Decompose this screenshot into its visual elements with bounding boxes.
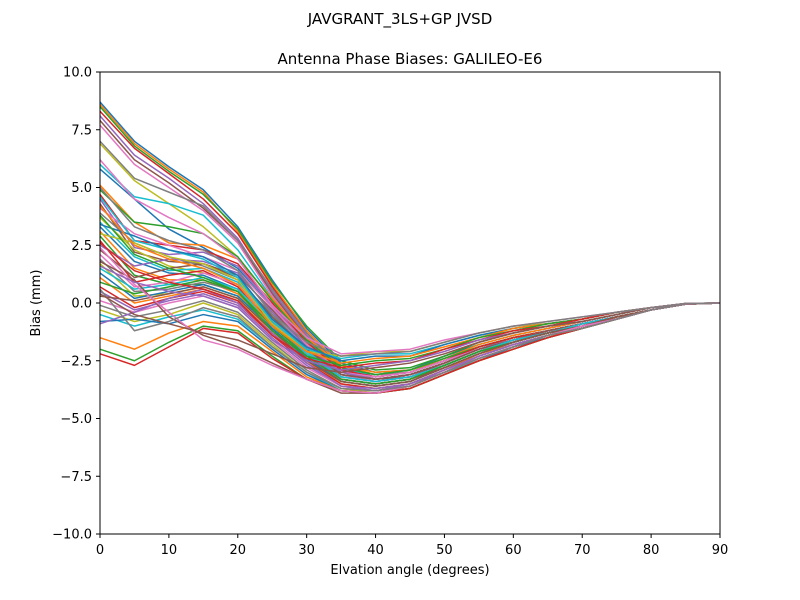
x-tick-label: 70	[574, 543, 591, 558]
figure-suptitle: JAVGRANT_3LS+GP JVSD	[307, 10, 493, 29]
y-tick-label: 2.5	[71, 239, 92, 254]
y-tick-label: 7.5	[71, 123, 92, 138]
series-line-45	[99, 288, 721, 392]
y-axis-label: Bias (mm)	[29, 270, 44, 337]
x-tick-label: 90	[712, 543, 729, 558]
y-tick-label: 5.0	[71, 181, 92, 196]
series-line-36	[99, 286, 721, 387]
series-line-15	[99, 198, 721, 378]
x-tick-label: 0	[96, 543, 104, 558]
y-tick-label: −10.0	[52, 528, 92, 543]
x-axis: 0 10 20 30 40 50 60 70 80 90	[96, 534, 728, 558]
series-line-56	[99, 293, 721, 374]
series-line-8	[99, 140, 721, 376]
chart-title: Antenna Phase Biases: GALILEO-E6	[278, 50, 543, 68]
y-tick-label: 0.0	[71, 297, 92, 312]
x-tick-label: 40	[367, 543, 384, 558]
y-tick-label: −5.0	[60, 412, 92, 427]
x-tick-label: 60	[505, 543, 522, 558]
series-line-28	[99, 258, 721, 385]
y-axis: −10.0 −7.5 −5.0 −2.5 0.0 2.5 5.0 7.5 10.0	[52, 66, 100, 543]
y-tick-label: 10.0	[63, 66, 92, 81]
y-tick-label: −2.5	[60, 354, 92, 369]
series-line-6	[99, 120, 721, 380]
series-line-46	[99, 260, 721, 394]
x-tick-label: 30	[298, 543, 315, 558]
series-line-48	[99, 288, 721, 392]
x-tick-label: 10	[161, 543, 178, 558]
y-tick-label: −7.5	[60, 470, 92, 485]
series-line-58	[99, 187, 721, 357]
series-layer	[99, 101, 721, 394]
x-tick-label: 80	[643, 543, 660, 558]
series-line-53	[99, 214, 721, 367]
x-tick-label: 20	[230, 543, 247, 558]
x-tick-label: 50	[436, 543, 453, 558]
series-line-34	[99, 286, 721, 390]
series-line-20	[99, 221, 721, 383]
series-line-12	[99, 184, 721, 374]
x-axis-label: Elvation angle (degrees)	[330, 563, 489, 578]
